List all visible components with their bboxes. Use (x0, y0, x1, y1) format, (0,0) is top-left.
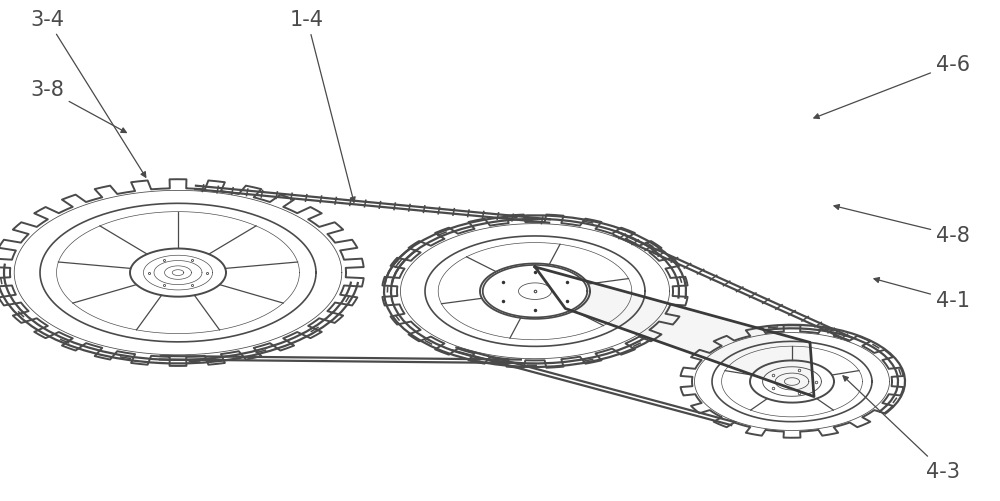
Text: 4-6: 4-6 (814, 55, 970, 119)
Circle shape (483, 266, 587, 318)
Text: 4-3: 4-3 (843, 376, 960, 481)
Text: 1-4: 1-4 (290, 10, 355, 203)
Text: 4-1: 4-1 (874, 278, 970, 311)
Polygon shape (535, 268, 814, 397)
Text: 3-8: 3-8 (30, 80, 126, 133)
Text: 4-8: 4-8 (834, 205, 970, 245)
Text: 3-4: 3-4 (30, 10, 146, 178)
